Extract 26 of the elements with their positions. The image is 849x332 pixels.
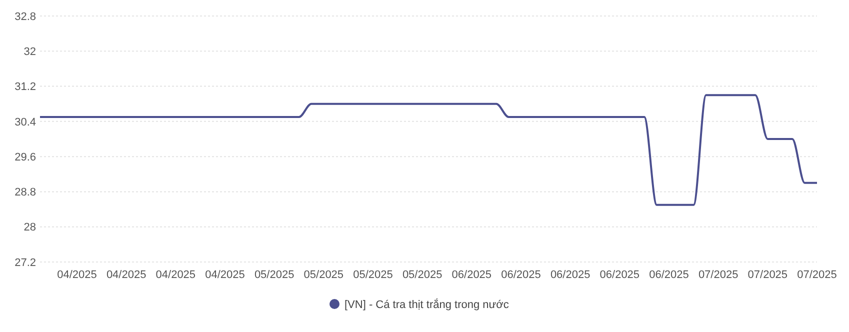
x-tick-label: 06/2025 xyxy=(501,269,541,281)
x-tick-label: 04/2025 xyxy=(106,269,146,281)
x-tick-label: 05/2025 xyxy=(353,269,393,281)
legend-label: [VN] - Cá tra thịt trắng trong nước xyxy=(344,298,510,311)
x-tick-label: 04/2025 xyxy=(205,269,245,281)
y-tick-label: 32.8 xyxy=(14,10,36,23)
y-tick-label: 32 xyxy=(24,46,36,58)
x-tick-label: 04/2025 xyxy=(156,269,196,281)
y-tick-label: 27.2 xyxy=(14,256,36,269)
x-tick-label: 06/2025 xyxy=(452,269,492,281)
x-tick-label: 05/2025 xyxy=(402,269,442,281)
x-tick-label: 07/2025 xyxy=(698,269,738,281)
x-tick-label: 06/2025 xyxy=(649,269,689,281)
x-tick-label: 06/2025 xyxy=(600,269,640,281)
y-tick-label: 28.8 xyxy=(14,186,36,199)
y-tick-label: 28 xyxy=(24,222,36,234)
x-tick-label: 07/2025 xyxy=(748,269,788,281)
y-tick-label: 30.4 xyxy=(14,116,36,128)
x-tick-label: 04/2025 xyxy=(57,269,97,281)
y-tick-label: 29.6 xyxy=(14,151,36,164)
x-tick-label: 07/2025 xyxy=(797,269,837,281)
line-series xyxy=(39,94,818,206)
x-tick-label: 06/2025 xyxy=(550,269,590,281)
x-tick-label: 05/2025 xyxy=(254,269,294,281)
y-tick-label: 31.2 xyxy=(14,81,36,94)
x-tick-label: 05/2025 xyxy=(304,269,344,281)
